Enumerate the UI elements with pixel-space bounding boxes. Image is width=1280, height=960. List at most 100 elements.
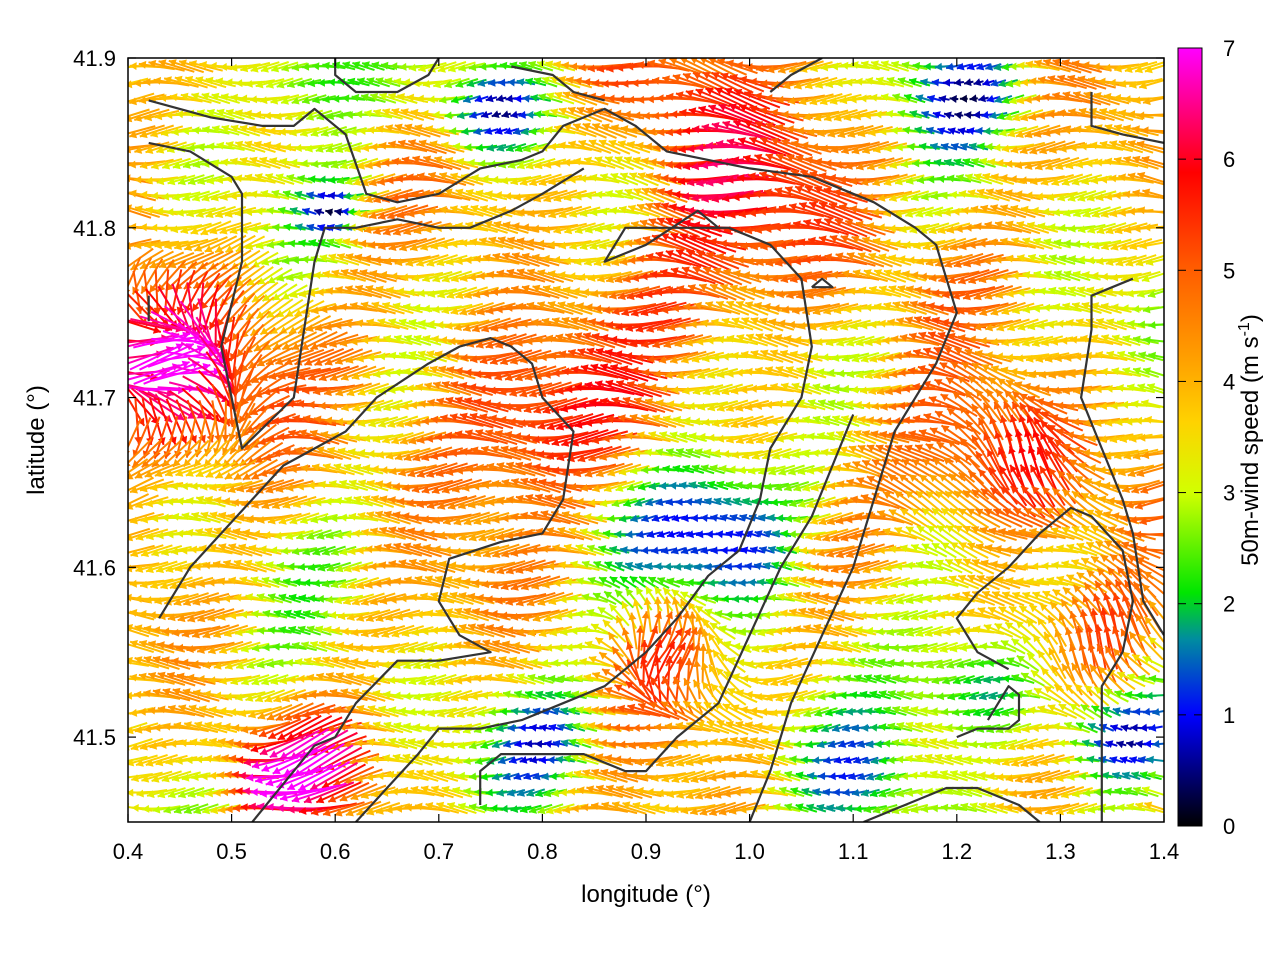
wind-arrow (356, 158, 390, 170)
wind-arrow (244, 140, 276, 154)
wind-arrow (765, 153, 809, 173)
wind-arrow (800, 170, 843, 189)
wind-arrow (841, 559, 880, 574)
wind-arrow (855, 157, 895, 171)
wind-arrow (956, 62, 972, 71)
wind-arrow (865, 191, 905, 202)
wind-arrow (1148, 771, 1164, 779)
wind-arrow (724, 87, 771, 110)
wind-arrow (554, 91, 586, 106)
wind-arrow (601, 801, 638, 815)
wind-arrow (990, 173, 1026, 185)
wind-arrow (299, 126, 329, 137)
x-tick-label: 0.9 (631, 839, 662, 864)
wind-arrow (353, 208, 384, 217)
wind-arrow (1099, 140, 1134, 153)
wind-arrow (128, 77, 149, 85)
wind-arrow (649, 187, 688, 204)
wind-arrow (754, 121, 799, 141)
wind-arrow (404, 123, 441, 138)
wind-arrow (608, 139, 641, 155)
wind-arrow (280, 93, 309, 105)
wind-arrow (514, 142, 538, 153)
wind-arrow (902, 126, 927, 135)
wind-arrow (369, 93, 397, 104)
wind-arrow (1052, 91, 1093, 105)
wind-arrow (891, 60, 919, 72)
wind-arrow (174, 75, 208, 89)
wind-arrow (382, 108, 414, 121)
wind-arrow (248, 705, 282, 719)
wind-arrow (567, 106, 603, 123)
wind-arrow (544, 740, 557, 748)
wind-arrow (886, 76, 914, 88)
wind-arrow (444, 77, 470, 89)
wind-arrow (537, 206, 574, 219)
wind-arrow (377, 204, 419, 220)
wind-arrow (206, 108, 235, 121)
wind-arrow (726, 138, 778, 155)
wind-arrow (306, 191, 323, 200)
wind-arrow (647, 59, 690, 72)
wind-arrow (978, 94, 989, 103)
wind-arrow (1141, 126, 1164, 135)
wind-arrow (1093, 92, 1130, 105)
wind-arrow (322, 61, 346, 70)
wind-arrow (277, 206, 302, 216)
wind-arrow (434, 156, 470, 170)
wind-arrow (1049, 141, 1086, 154)
wind-arrow (833, 756, 848, 764)
wind-arrow (770, 137, 813, 157)
wind-arrow (932, 111, 946, 119)
wind-arrow (439, 205, 475, 216)
wind-arrow (1137, 206, 1164, 215)
wind-arrow (473, 127, 491, 136)
y-tick-label: 41.7 (73, 386, 116, 411)
wind-arrow (387, 204, 429, 220)
wind-arrow (699, 801, 737, 816)
wind-arrow (550, 108, 581, 121)
wind-arrow (795, 155, 837, 171)
wind-arrow (1010, 141, 1046, 154)
wind-arrow (266, 206, 294, 215)
wind-arrow (1147, 636, 1164, 652)
wind-arrow (529, 173, 562, 187)
wind-arrow (982, 78, 995, 87)
wind-arrow (809, 93, 843, 106)
wind-arrow (842, 462, 879, 477)
wind-arrow (401, 156, 444, 169)
wind-arrow (870, 60, 900, 72)
wind-arrow (962, 158, 985, 168)
wind-arrow (614, 189, 644, 201)
wind-arrow (1052, 58, 1092, 74)
wind-arrow (605, 190, 634, 200)
wind-arrow (163, 76, 199, 88)
wind-arrow (1083, 91, 1120, 106)
wind-arrow (940, 142, 958, 151)
wind-arrow (1141, 155, 1164, 166)
wind-arrow (794, 185, 838, 206)
wind-arrow (748, 172, 796, 185)
wind-arrow (1055, 157, 1089, 170)
wind-arrow (669, 58, 708, 76)
wind-arrow (857, 126, 893, 138)
wind-arrow (422, 155, 462, 171)
wind-arrow (341, 94, 366, 103)
wind-arrow (474, 95, 489, 103)
wind-arrow (510, 110, 522, 119)
wind-arrow (360, 93, 386, 103)
wind-arrow (698, 105, 748, 124)
wind-arrow (1134, 530, 1164, 539)
wind-arrow (351, 93, 376, 102)
wind-arrow (1019, 140, 1056, 155)
wind-arrow (933, 158, 955, 167)
wind-arrow (139, 124, 175, 139)
wind-arrow (594, 156, 625, 170)
wind-arrow (543, 189, 578, 203)
wind-arrow (250, 61, 280, 73)
wind-arrow (693, 659, 701, 700)
wind-arrow (388, 140, 428, 153)
wind-arrow (993, 63, 1013, 71)
wind-arrow (994, 94, 1013, 104)
wind-arrow (519, 173, 552, 186)
